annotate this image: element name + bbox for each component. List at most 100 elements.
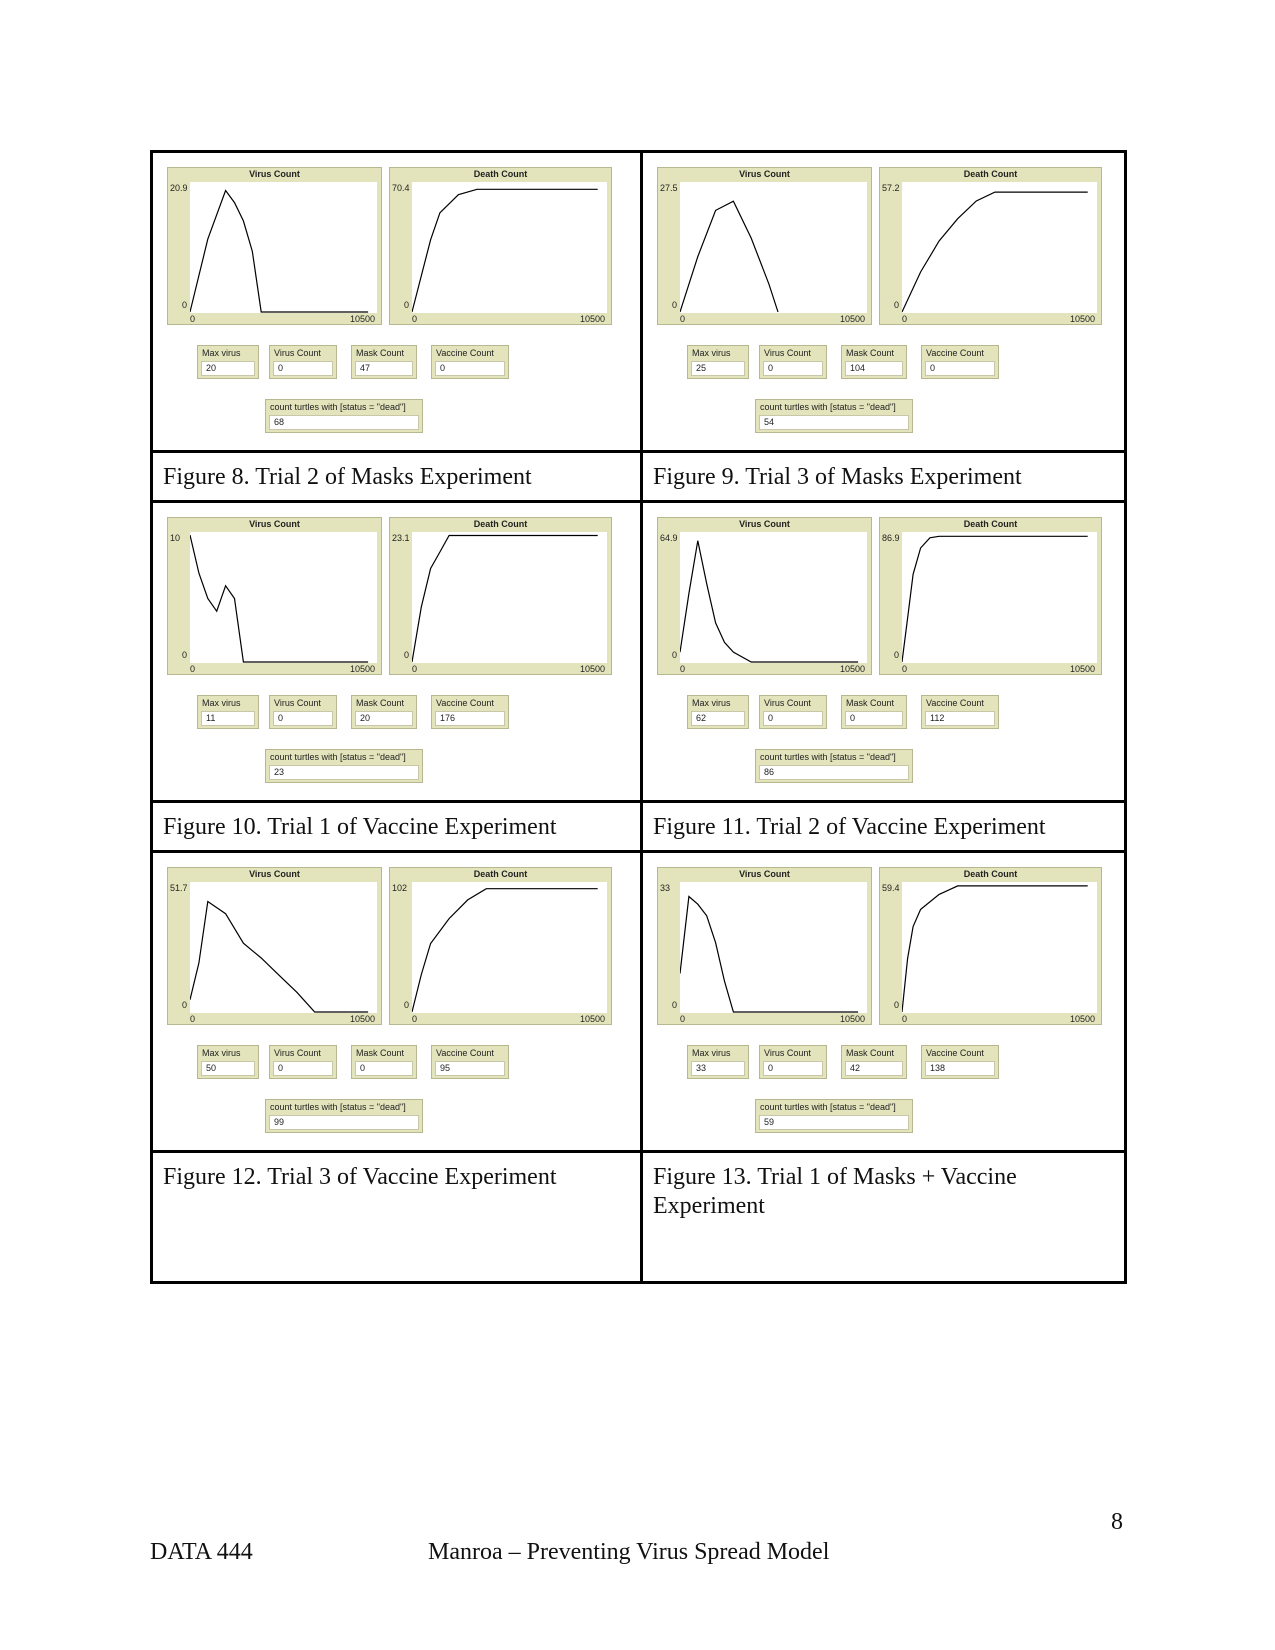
plot-title: Virus Count <box>249 519 300 529</box>
monitor-label: Max virus <box>692 1048 731 1058</box>
monitor-label: Max virus <box>202 348 241 358</box>
death-chart <box>412 888 598 1013</box>
plot-title: Death Count <box>963 519 1018 529</box>
y-max-label: 20.9 <box>170 183 188 193</box>
monitor-label: Virus Count <box>764 698 811 708</box>
virus-count-monitor: Virus Count 0 <box>269 695 337 729</box>
plot-title: Death Count <box>963 869 1018 879</box>
x-max-label: 10500 <box>1069 314 1095 324</box>
death-series-line <box>412 888 598 1013</box>
y-min-label: 0 <box>404 300 410 310</box>
y-max-label: 57.2 <box>882 183 900 193</box>
y-min-label: 0 <box>672 650 678 660</box>
dead-monitor: count turtles with [status = "dead"] 99 <box>265 1099 423 1133</box>
x-max-label: 10500 <box>349 314 375 324</box>
monitor-value: 95 <box>435 1061 505 1076</box>
monitor-value: 11 <box>201 711 255 726</box>
monitor-label: count turtles with [status = "dead"] <box>270 752 406 762</box>
death-series-line <box>412 188 598 313</box>
footer-course: DATA 444 <box>150 1539 253 1565</box>
plot-title: Virus Count <box>249 169 300 179</box>
death-plot: Death Count 59.4 0 0 10500 <box>879 867 1102 1025</box>
vaccine-count-monitor: Vaccine Count 95 <box>431 1045 509 1079</box>
monitor-value: 47 <box>355 361 413 376</box>
max-virus-monitor: Max virus 50 <box>197 1045 259 1079</box>
death-chart <box>902 535 1088 663</box>
grid-divider-vertical <box>640 153 643 1281</box>
virus-series-line <box>190 189 369 313</box>
x-min-label: 0 <box>680 664 686 674</box>
x-max-label: 10500 <box>349 1014 375 1024</box>
plot-area <box>680 532 867 663</box>
plot-title: Death Count <box>473 169 528 179</box>
virus-plot: Virus Count 20.9 0 0 10500 <box>167 167 382 325</box>
monitor-label: Vaccine Count <box>436 698 494 708</box>
monitor-label: count turtles with [status = "dead"] <box>760 1102 896 1112</box>
grid-divider <box>153 850 1124 853</box>
dead-monitor: count turtles with [status = "dead"] 59 <box>755 1099 913 1133</box>
monitor-value: 33 <box>691 1061 745 1076</box>
y-min-label: 0 <box>404 1000 410 1010</box>
monitor-label: count turtles with [status = "dead"] <box>270 402 406 412</box>
virus-plot: Virus Count 10 0 0 10500 <box>167 517 382 675</box>
monitor-label: Mask Count <box>846 1048 895 1058</box>
plot-title: Virus Count <box>739 869 790 879</box>
figure-caption: Figure 8. Trial 2 of Masks Experiment <box>163 464 532 490</box>
dead-monitor: count turtles with [status = "dead"] 54 <box>755 399 913 433</box>
monitor-label: Vaccine Count <box>436 1048 494 1058</box>
y-min-label: 0 <box>404 650 410 660</box>
plot-title: Virus Count <box>739 169 790 179</box>
y-min-label: 0 <box>894 1000 900 1010</box>
monitor-value: 0 <box>763 361 823 376</box>
monitor-value: 20 <box>355 711 413 726</box>
plot-title: Virus Count <box>249 869 300 879</box>
death-series-line <box>902 885 1088 1013</box>
plot-area <box>190 532 377 663</box>
monitor-label: Mask Count <box>846 348 895 358</box>
plot-area <box>190 182 377 313</box>
monitor-value: 86 <box>759 765 909 780</box>
mask-count-monitor: Mask Count 104 <box>841 345 907 379</box>
monitor-value: 0 <box>435 361 505 376</box>
figure-cell: Virus Count 10 0 0 10500 Death Count 23.1 0 0 105… <box>153 503 640 800</box>
monitor-label: count turtles with [status = "dead"] <box>270 1102 406 1112</box>
death-chart <box>412 188 598 313</box>
virus-count-monitor: Virus Count 0 <box>759 695 827 729</box>
virus-count-monitor: Virus Count 0 <box>269 345 337 379</box>
y-min-label: 0 <box>672 1000 678 1010</box>
vaccine-count-monitor: Vaccine Count 0 <box>431 345 509 379</box>
figure-caption: Figure 12. Trial 3 of Vaccine Experiment <box>163 1164 557 1190</box>
vaccine-count-monitor: Vaccine Count 176 <box>431 695 509 729</box>
plot-area <box>412 182 607 313</box>
plot-title: Death Count <box>473 519 528 529</box>
figure-grid: Virus Count 20.9 0 0 10500 Death Count 70.4 0 0 1… <box>150 150 1127 1284</box>
x-min-label: 0 <box>190 314 196 324</box>
figure-cell: Virus Count 51.7 0 0 10500 Death Count 102 0 0 10… <box>153 853 640 1150</box>
monitor-label: count turtles with [status = "dead"] <box>760 752 896 762</box>
y-min-label: 0 <box>672 300 678 310</box>
monitor-label: Vaccine Count <box>926 1048 984 1058</box>
mask-count-monitor: Mask Count 47 <box>351 345 417 379</box>
mask-count-monitor: Mask Count 0 <box>841 695 907 729</box>
monitor-value: 68 <box>269 415 419 430</box>
monitor-value: 176 <box>435 711 505 726</box>
monitor-value: 99 <box>269 1115 419 1130</box>
monitor-value: 20 <box>201 361 255 376</box>
monitor-label: Virus Count <box>274 348 321 358</box>
virus-plot: Virus Count 33 0 0 10500 <box>657 867 872 1025</box>
death-series-line <box>902 535 1088 663</box>
death-plot: Death Count 70.4 0 0 10500 <box>389 167 612 325</box>
x-min-label: 0 <box>680 1014 686 1024</box>
monitor-label: Virus Count <box>274 698 321 708</box>
dead-monitor: count turtles with [status = "dead"] 68 <box>265 399 423 433</box>
x-max-label: 10500 <box>839 1014 865 1024</box>
x-min-label: 0 <box>190 664 196 674</box>
monitor-value: 54 <box>759 415 909 430</box>
monitor-label: Vaccine Count <box>436 348 494 358</box>
figure-caption: Figure 11. Trial 2 of Vaccine Experiment <box>653 814 1046 840</box>
y-max-label: 70.4 <box>392 183 410 193</box>
max-virus-monitor: Max virus 33 <box>687 1045 749 1079</box>
virus-chart <box>680 895 859 1013</box>
mask-count-monitor: Mask Count 0 <box>351 1045 417 1079</box>
grid-divider <box>153 1150 1124 1153</box>
